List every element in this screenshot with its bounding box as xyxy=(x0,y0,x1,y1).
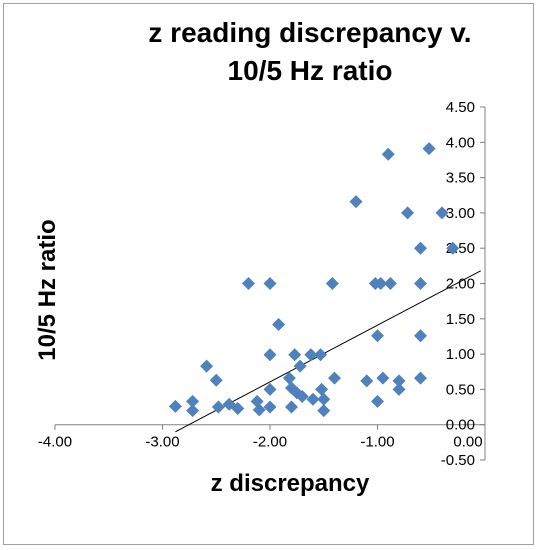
y-tick-label: 4.50 xyxy=(446,99,475,116)
data-point xyxy=(414,277,427,290)
data-point xyxy=(306,392,320,406)
data-point xyxy=(314,348,328,362)
data-point xyxy=(360,374,374,388)
data-point xyxy=(186,394,200,408)
data-point xyxy=(446,241,460,255)
y-tick-label: 2.00 xyxy=(446,276,475,293)
data-point xyxy=(435,206,449,220)
x-tick-label: -1.00 xyxy=(360,434,394,451)
data-point xyxy=(371,329,384,343)
data-point xyxy=(401,206,415,220)
chart-title: z reading discrepancy v. 10/5 Hz ratio xyxy=(90,14,530,90)
data-point xyxy=(282,371,296,385)
y-tick-label: 0.50 xyxy=(446,381,475,398)
data-point xyxy=(317,392,331,406)
data-point xyxy=(414,371,427,385)
y-tick-label: 3.00 xyxy=(446,205,475,222)
data-point xyxy=(325,277,339,290)
data-point xyxy=(209,373,223,387)
data-point xyxy=(371,394,384,408)
data-point xyxy=(383,277,397,290)
x-tick-label: 0.00 xyxy=(453,434,482,451)
data-point xyxy=(288,348,302,362)
data-point xyxy=(349,195,363,209)
data-point xyxy=(317,404,331,418)
data-point xyxy=(211,400,225,414)
chart-title-line-1: z reading discrepancy v. xyxy=(148,17,472,48)
data-point xyxy=(381,147,395,161)
data-point xyxy=(295,389,309,403)
y-tick-label: 1.00 xyxy=(446,346,475,363)
y-tick-label: 3.50 xyxy=(446,170,475,187)
data-point xyxy=(263,382,277,396)
x-tick-label: -4.00 xyxy=(38,434,72,451)
data-point xyxy=(304,348,318,362)
y-tick-label: -0.50 xyxy=(441,452,475,469)
chart-title-line-2: 10/5 Hz ratio xyxy=(227,55,393,86)
data-point xyxy=(414,329,427,343)
data-point xyxy=(315,382,329,396)
data-point xyxy=(392,382,406,396)
x-axis-title: z discrepancy xyxy=(210,470,370,497)
data-point xyxy=(272,317,286,331)
data-point xyxy=(392,374,406,388)
y-tick-label: 0.00 xyxy=(446,417,475,434)
data-point xyxy=(293,359,307,373)
data-point xyxy=(242,277,255,290)
data-point xyxy=(374,277,388,290)
data-point xyxy=(263,400,277,414)
chart-area xyxy=(3,3,534,545)
data-point xyxy=(328,371,341,385)
data-point xyxy=(200,359,214,373)
data-point xyxy=(168,399,182,413)
data-point xyxy=(252,403,266,417)
data-point xyxy=(186,404,200,418)
data-point xyxy=(422,142,436,156)
x-tick-label: -3.00 xyxy=(145,434,179,451)
y-tick-label: 4.00 xyxy=(446,134,475,151)
x-tick-label: -2.00 xyxy=(253,434,287,451)
data-point xyxy=(376,371,390,385)
data-point xyxy=(285,400,298,414)
data-point xyxy=(414,241,427,255)
data-point xyxy=(263,348,277,362)
data-point xyxy=(263,277,277,290)
y-tick-label: 1.50 xyxy=(446,311,475,328)
data-point xyxy=(231,401,245,415)
